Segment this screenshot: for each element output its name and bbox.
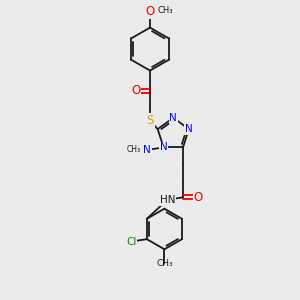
Text: CH₃: CH₃ xyxy=(127,145,141,154)
Text: O: O xyxy=(146,4,154,18)
Text: HN: HN xyxy=(160,195,175,205)
Text: N: N xyxy=(143,145,151,155)
Text: O: O xyxy=(194,191,203,204)
Text: CH₃: CH₃ xyxy=(158,6,173,15)
Text: Cl: Cl xyxy=(126,236,136,247)
Text: N: N xyxy=(160,142,167,152)
Text: CH₃: CH₃ xyxy=(156,259,173,268)
Text: N: N xyxy=(185,124,193,134)
Text: S: S xyxy=(146,114,154,127)
Text: N: N xyxy=(169,113,177,123)
Text: O: O xyxy=(131,84,140,98)
